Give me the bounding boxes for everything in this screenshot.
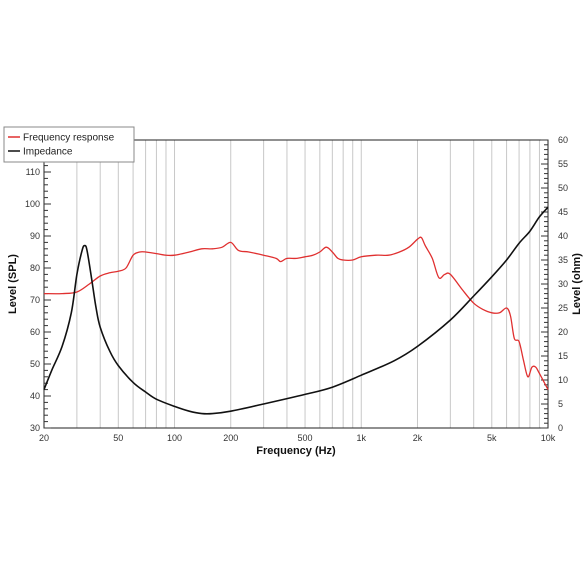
- y2-tick-label: 35: [558, 255, 568, 265]
- y2-tick-label: 25: [558, 303, 568, 313]
- y2-tick-label: 40: [558, 231, 568, 241]
- y2-tick-label: 30: [558, 279, 568, 289]
- y2-tick-label: 50: [558, 183, 568, 193]
- y-tick-label: 70: [30, 295, 40, 305]
- y2-tick-label: 60: [558, 135, 568, 145]
- y2-tick-label: 55: [558, 159, 568, 169]
- y-axis-title-right: Level (ohm): [571, 253, 583, 315]
- x-tick-label: 50: [113, 433, 123, 443]
- x-tick-label: 5k: [487, 433, 497, 443]
- y2-tick-label: 5: [558, 399, 563, 409]
- legend: Frequency response Impedance: [3, 126, 135, 163]
- x-tick-label: 500: [298, 433, 313, 443]
- y-tick-label: 40: [30, 391, 40, 401]
- legend-label-frequency-response: Frequency response: [23, 133, 115, 144]
- y-tick-label: 50: [30, 359, 40, 369]
- x-tick-label: 20: [39, 433, 49, 443]
- grid: [43, 140, 549, 428]
- plot-area-frame: [43, 139, 549, 429]
- y-tick-label: 60: [30, 327, 40, 337]
- y-tick-label: 110: [26, 167, 40, 177]
- y-axis-title-left: Level (SPL): [7, 254, 19, 314]
- x-tick-label: 200: [223, 433, 238, 443]
- series-line-impedance: [43, 206, 549, 415]
- legend-label-impedance: Impedance: [23, 147, 73, 158]
- series-line-frequency-response: [43, 236, 549, 390]
- x-axis-title: Frequency (Hz): [256, 445, 336, 457]
- y2-tick-label: 20: [558, 327, 568, 337]
- y2-tick-label: 45: [558, 207, 568, 217]
- x-tick-label: 100: [167, 433, 182, 443]
- y2-tick-label: 0: [558, 423, 563, 433]
- y-tick-label: 90: [30, 231, 40, 241]
- series-lines: [43, 206, 549, 415]
- legend-box: [3, 126, 135, 163]
- x-tick-label: 1k: [357, 433, 367, 443]
- x-tick-label: 2k: [413, 433, 423, 443]
- y-tick-label: 30: [30, 423, 40, 433]
- y-tick-label: 80: [30, 263, 40, 273]
- y2-tick-label: 15: [558, 351, 568, 361]
- y-tick-label: 100: [25, 199, 40, 209]
- y2-tick-label: 10: [558, 375, 568, 385]
- x-tick-label: 10k: [541, 433, 556, 443]
